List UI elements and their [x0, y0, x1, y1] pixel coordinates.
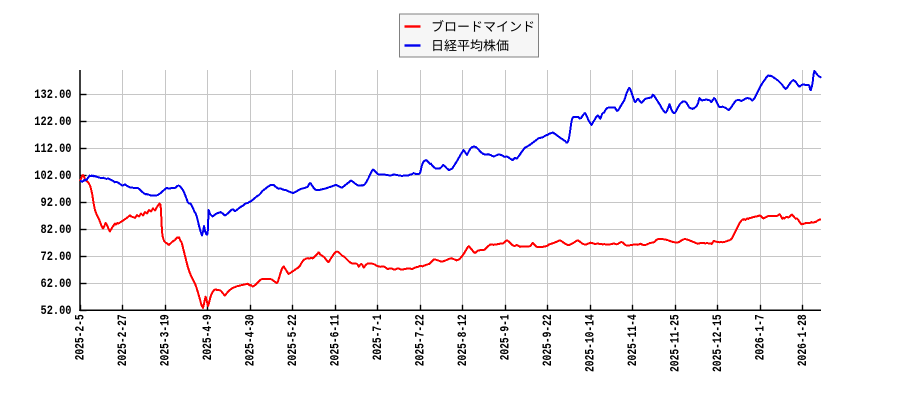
- svg-text:2025-2-27: 2025-2-27: [116, 314, 131, 366]
- svg-text:2025-9-1: 2025-9-1: [498, 314, 513, 360]
- svg-text:2025-12-15: 2025-12-15: [711, 314, 726, 372]
- svg-text:62.00: 62.00: [41, 276, 72, 291]
- svg-text:2026-1-28: 2026-1-28: [796, 314, 811, 366]
- svg-text:2025-9-22: 2025-9-22: [541, 314, 556, 366]
- svg-text:2025-8-12: 2025-8-12: [456, 314, 471, 366]
- svg-text:122.00: 122.00: [34, 114, 71, 129]
- svg-text:2025-6-11: 2025-6-11: [328, 314, 343, 366]
- svg-text:2025-11-25: 2025-11-25: [668, 314, 683, 372]
- svg-text:132.00: 132.00: [34, 87, 71, 102]
- svg-text:2025-11-4: 2025-11-4: [626, 314, 641, 366]
- svg-text:82.00: 82.00: [41, 222, 72, 237]
- svg-text:2025-7-22: 2025-7-22: [413, 314, 428, 366]
- svg-text:112.00: 112.00: [34, 141, 71, 156]
- svg-text:2025-3-19: 2025-3-19: [158, 314, 173, 366]
- svg-text:52.00: 52.00: [41, 303, 72, 318]
- svg-text:2025-4-30: 2025-4-30: [243, 314, 258, 366]
- svg-text:2025-5-22: 2025-5-22: [286, 314, 301, 366]
- svg-text:2025-4-9: 2025-4-9: [201, 314, 216, 360]
- svg-text:72.00: 72.00: [41, 249, 72, 264]
- svg-text:2025-10-14: 2025-10-14: [583, 314, 598, 372]
- svg-text:102.00: 102.00: [34, 168, 71, 183]
- svg-text:2025-2-5: 2025-2-5: [73, 314, 88, 360]
- svg-text:2026-1-7: 2026-1-7: [753, 314, 768, 360]
- svg-text:2025-7-1: 2025-7-1: [371, 314, 386, 360]
- svg-text:92.00: 92.00: [41, 195, 72, 210]
